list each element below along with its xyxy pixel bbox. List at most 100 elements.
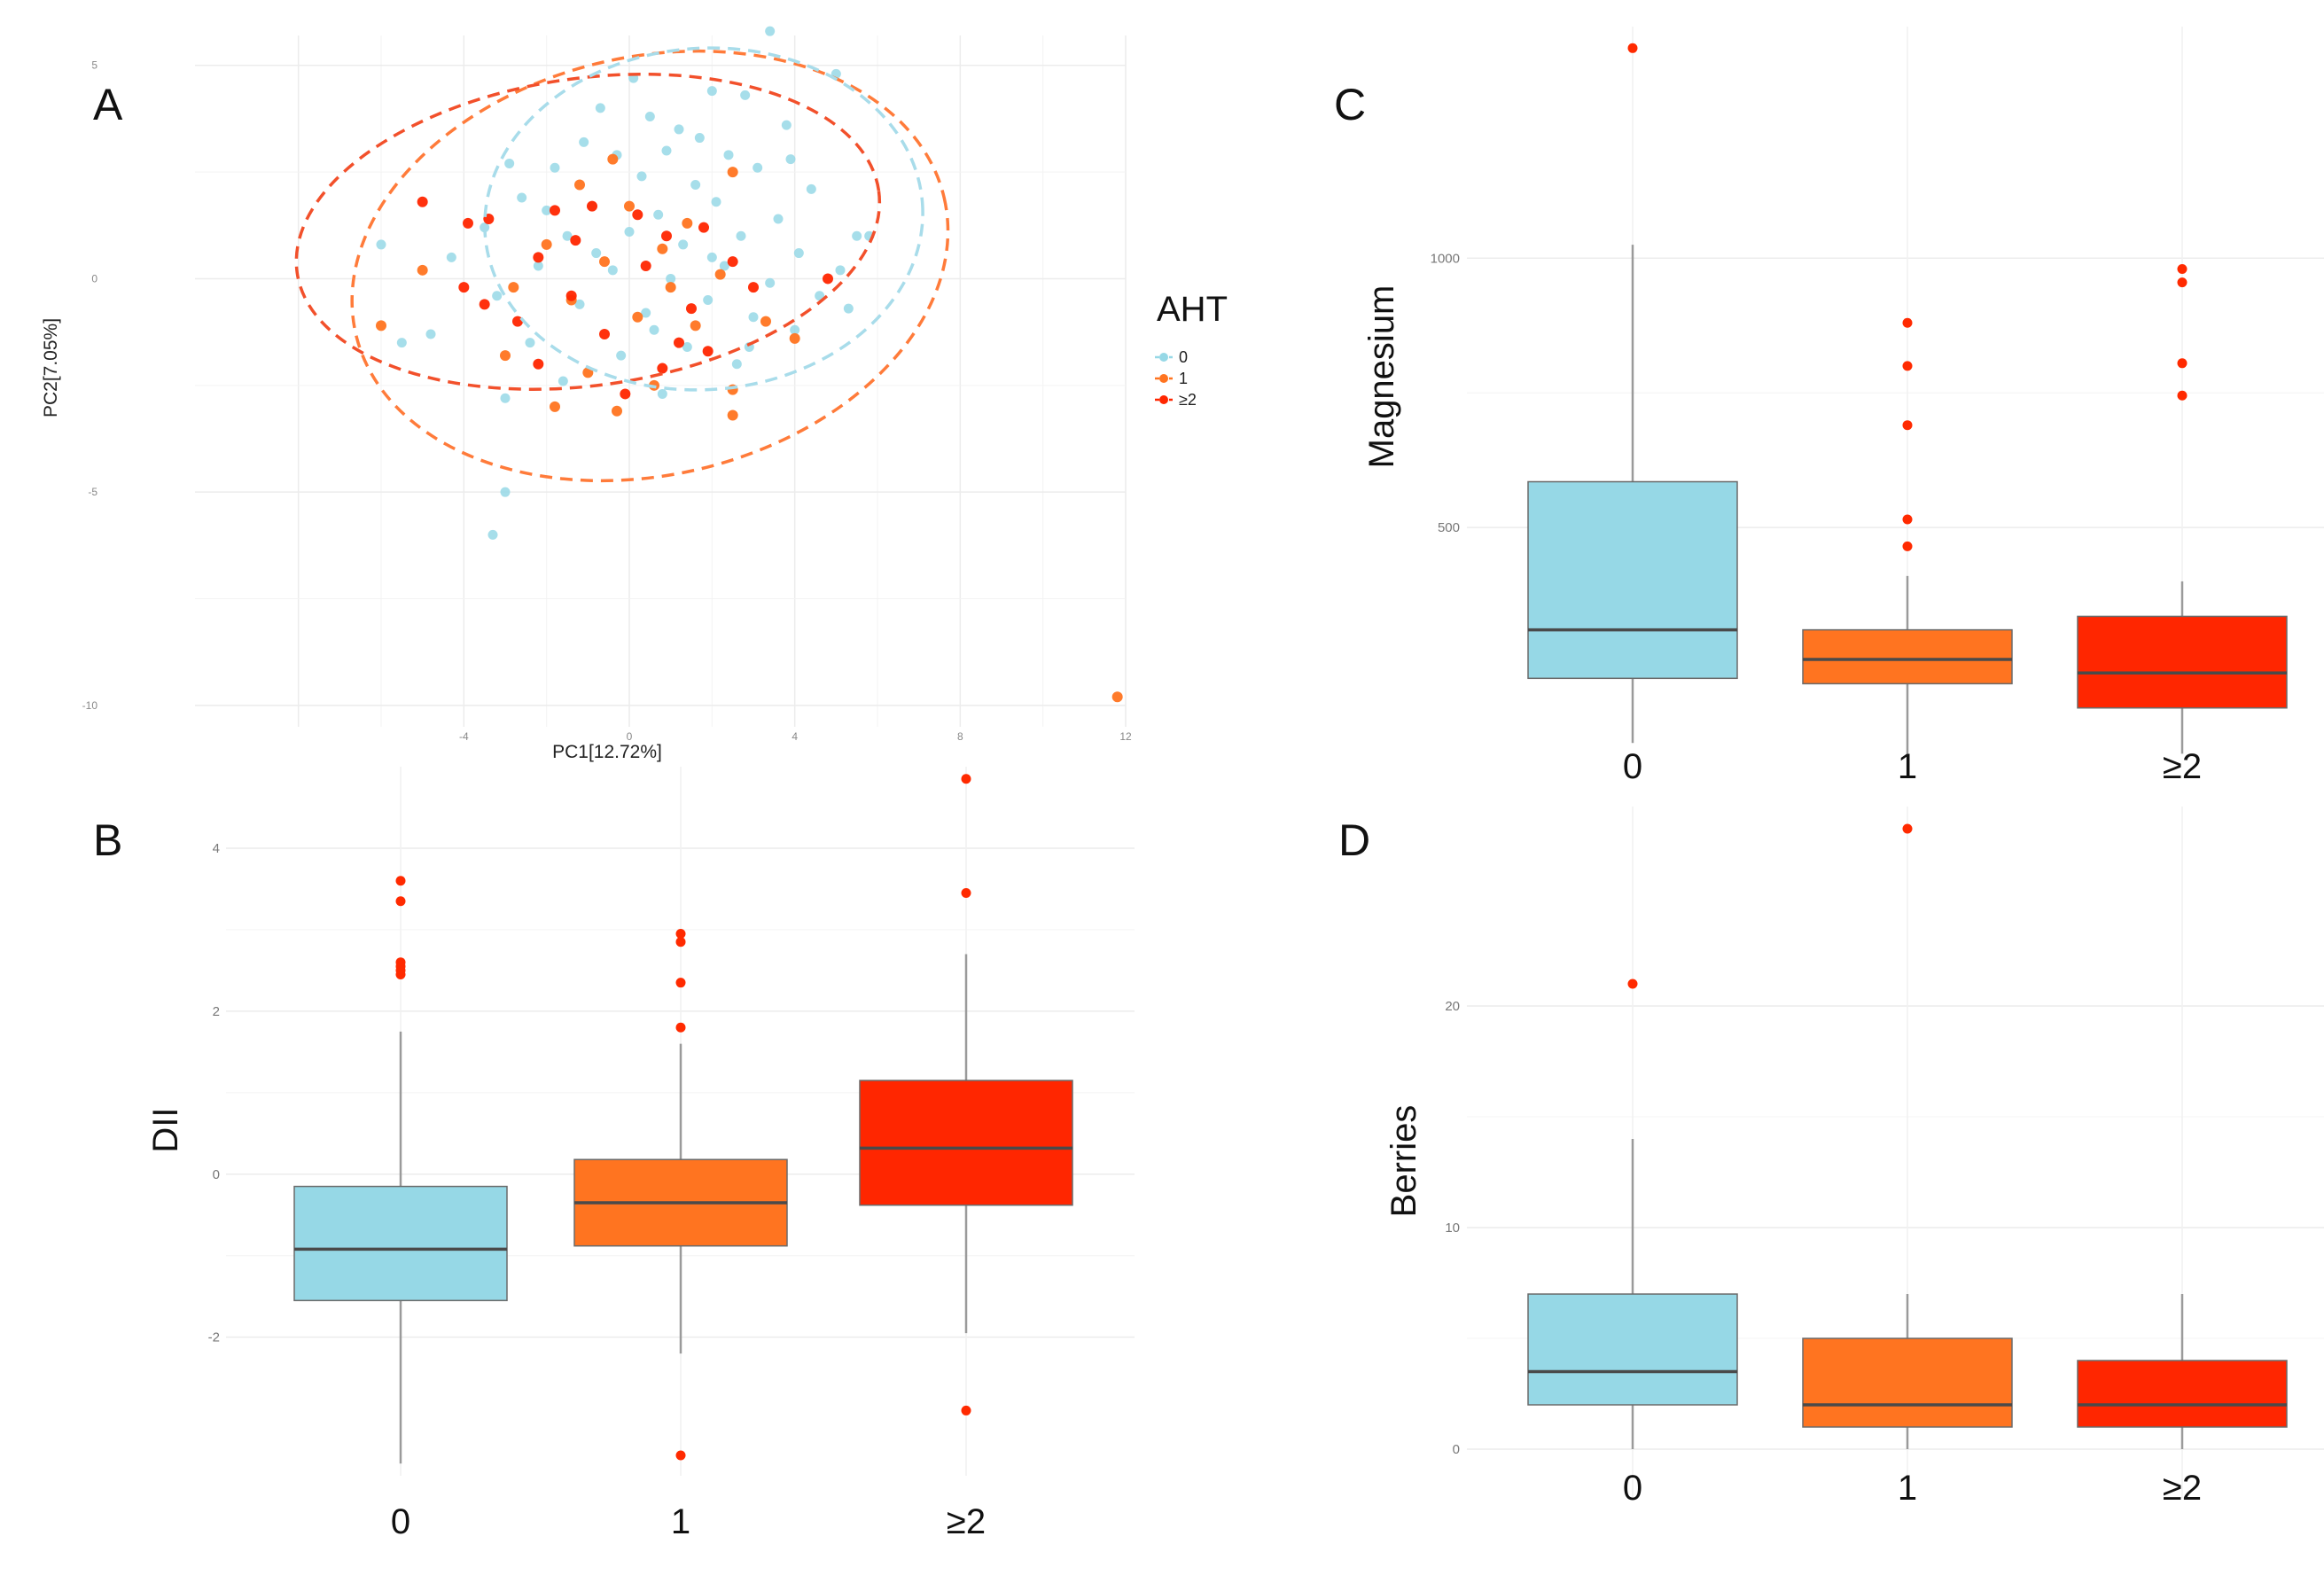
panel-a-point-group-0 (550, 162, 560, 173)
panel-a-point-group-0 (740, 90, 751, 100)
panel-a-point-group-0 (624, 226, 635, 237)
panel-c-x-tick-label: 1 (1898, 747, 1917, 786)
box-outlier-point (961, 888, 971, 899)
panel-a-point-group-1 (541, 238, 552, 250)
box-outlier-point (395, 969, 406, 979)
panel-a-point-group-0 (719, 261, 729, 271)
panel-a-point-group-1 (624, 200, 635, 212)
panel-a-point-group-ge2 (533, 358, 544, 370)
panel-a-point-group-0 (723, 150, 734, 160)
panel-a-point-group-1 (599, 256, 610, 268)
legend-key-dot (1159, 353, 1168, 362)
panel-c-boxplot: 500 1000 0 1 ≥2 Magnesium (1362, 27, 2324, 786)
panel-a-point-group-1 (690, 320, 701, 331)
panel-a-point-group-1 (727, 409, 738, 421)
panel-d-y-axis-label: Berries (1384, 1105, 1423, 1218)
box-group-0 (1527, 1293, 1738, 1406)
panel-a-x-axis-label: PC1[12.72%] (552, 742, 662, 762)
panel-a-point-group-0 (396, 338, 407, 348)
panel-a-point-group-0 (852, 230, 862, 241)
panel-a-point-group-0 (736, 230, 746, 241)
panel-a-point-group-0 (636, 171, 647, 182)
panel-a-point-group-ge2 (479, 299, 490, 310)
panel-b-x-tick-label: 0 (391, 1502, 410, 1541)
panel-a-ellipse-group-ge2 (294, 72, 882, 391)
panel-a-point-group-0 (773, 214, 784, 224)
panel-a-points (376, 26, 1123, 703)
panel-a-point-group-0 (674, 124, 684, 135)
panel-d-y-tick-label: 0 (1453, 1442, 1460, 1457)
panel-c-x-tick-label: 0 (1623, 747, 1642, 786)
panel-a-point-group-0 (641, 308, 651, 318)
box-group-1 (1802, 1337, 2013, 1428)
panel-a-point-group-0 (706, 86, 717, 97)
panel-a-point-group-0 (703, 295, 714, 306)
legend-items: 0 1 ≥2 (1155, 348, 1197, 409)
panel-a-point-group-0 (661, 145, 672, 156)
panel-a-x-tick-label: 8 (957, 730, 963, 743)
panel-a-point-group-1 (607, 153, 619, 165)
box-outlier-point (1902, 541, 1913, 551)
panel-a-point-group-1 (612, 405, 622, 417)
panel-a-x-tick-label: -4 (459, 730, 469, 743)
panel-a-ellipses (294, 46, 950, 483)
box-outlier-point (675, 937, 686, 947)
box-outlier-point (2177, 390, 2188, 401)
panel-a-point-group-ge2 (661, 230, 672, 242)
panel-a-point-group-ge2 (570, 235, 581, 246)
panel-a-point-group-0 (616, 350, 627, 361)
panel-a-point-group-ge2 (674, 337, 684, 348)
box-outlier-point (2177, 263, 2188, 274)
box-group-ge2 (2077, 615, 2288, 709)
panel-a-point-group-1 (574, 179, 585, 191)
panel-a-tick-labels: -4 0 4 8 12 5 0 -5 -10 (82, 59, 1132, 743)
panel-b-y-axis-label: DII (146, 1107, 185, 1152)
panel-a-point-group-0 (785, 154, 796, 165)
panel-a-point-group-ge2 (698, 222, 709, 233)
panel-d-y-tick-label: 20 (1445, 999, 1460, 1014)
panel-a-point-group-0 (644, 111, 655, 121)
panel-label-d: D (1338, 815, 1370, 865)
panel-a-point-group-1 (508, 282, 519, 293)
panel-b-plot-area: -2 0 2 4 0 1 ≥2 (208, 767, 1135, 1541)
legend-label: 1 (1179, 370, 1188, 387)
panel-a-point-group-0 (649, 324, 659, 335)
panel-a-point-group-ge2 (632, 209, 643, 221)
panel-a-point-group-0 (492, 291, 503, 301)
box-outlier-point (1627, 979, 1638, 989)
panel-a-point-group-0 (690, 180, 701, 191)
panel-label-a: A (93, 80, 123, 129)
panel-a-point-group-0 (653, 209, 664, 220)
panel-a-point-group-0 (657, 388, 667, 399)
panel-a-ellipse-group-1 (350, 49, 950, 483)
panel-a-x-tick-label: 0 (627, 730, 633, 743)
panel-a-point-group-0 (591, 248, 602, 259)
panel-a-point-group-0 (517, 192, 527, 203)
panel-a-point-group-ge2 (657, 363, 668, 374)
panel-a-point-group-0 (542, 205, 552, 215)
panel-a-point-group-0 (504, 158, 515, 168)
panel-a-point-group-1 (727, 167, 738, 178)
legend-title: AHT (1157, 290, 1228, 329)
panel-a-point-group-ge2 (565, 290, 577, 301)
panel-a-point-group-0 (500, 487, 511, 497)
panel-a-point-group-0 (835, 265, 846, 276)
panel-a-point-group-1 (789, 332, 800, 344)
panel-a-point-group-ge2 (748, 282, 759, 293)
panel-b-x-tick-label: 1 (671, 1502, 690, 1541)
panel-b-boxplot: -2 0 2 4 0 1 ≥2 DII (146, 767, 1135, 1541)
box-outlier-point (675, 1450, 686, 1461)
panel-a-point-group-0 (500, 393, 511, 403)
box-outlier-point (395, 896, 406, 907)
panel-a-point-group-ge2 (599, 329, 610, 340)
panel-a-point-group-0 (843, 303, 854, 314)
panel-a-point-group-0 (562, 230, 573, 241)
panel-a-point-group-1 (632, 311, 643, 323)
panel-a-point-group-ge2 (727, 256, 738, 268)
legend-label: ≥2 (1179, 391, 1197, 409)
panel-a-point-group-1 (417, 264, 428, 276)
legend-label: 0 (1179, 348, 1188, 366)
panel-b-y-tick-label: 0 (213, 1167, 220, 1182)
panel-a-point-group-0 (790, 324, 800, 335)
box-outlier-point (675, 929, 686, 940)
